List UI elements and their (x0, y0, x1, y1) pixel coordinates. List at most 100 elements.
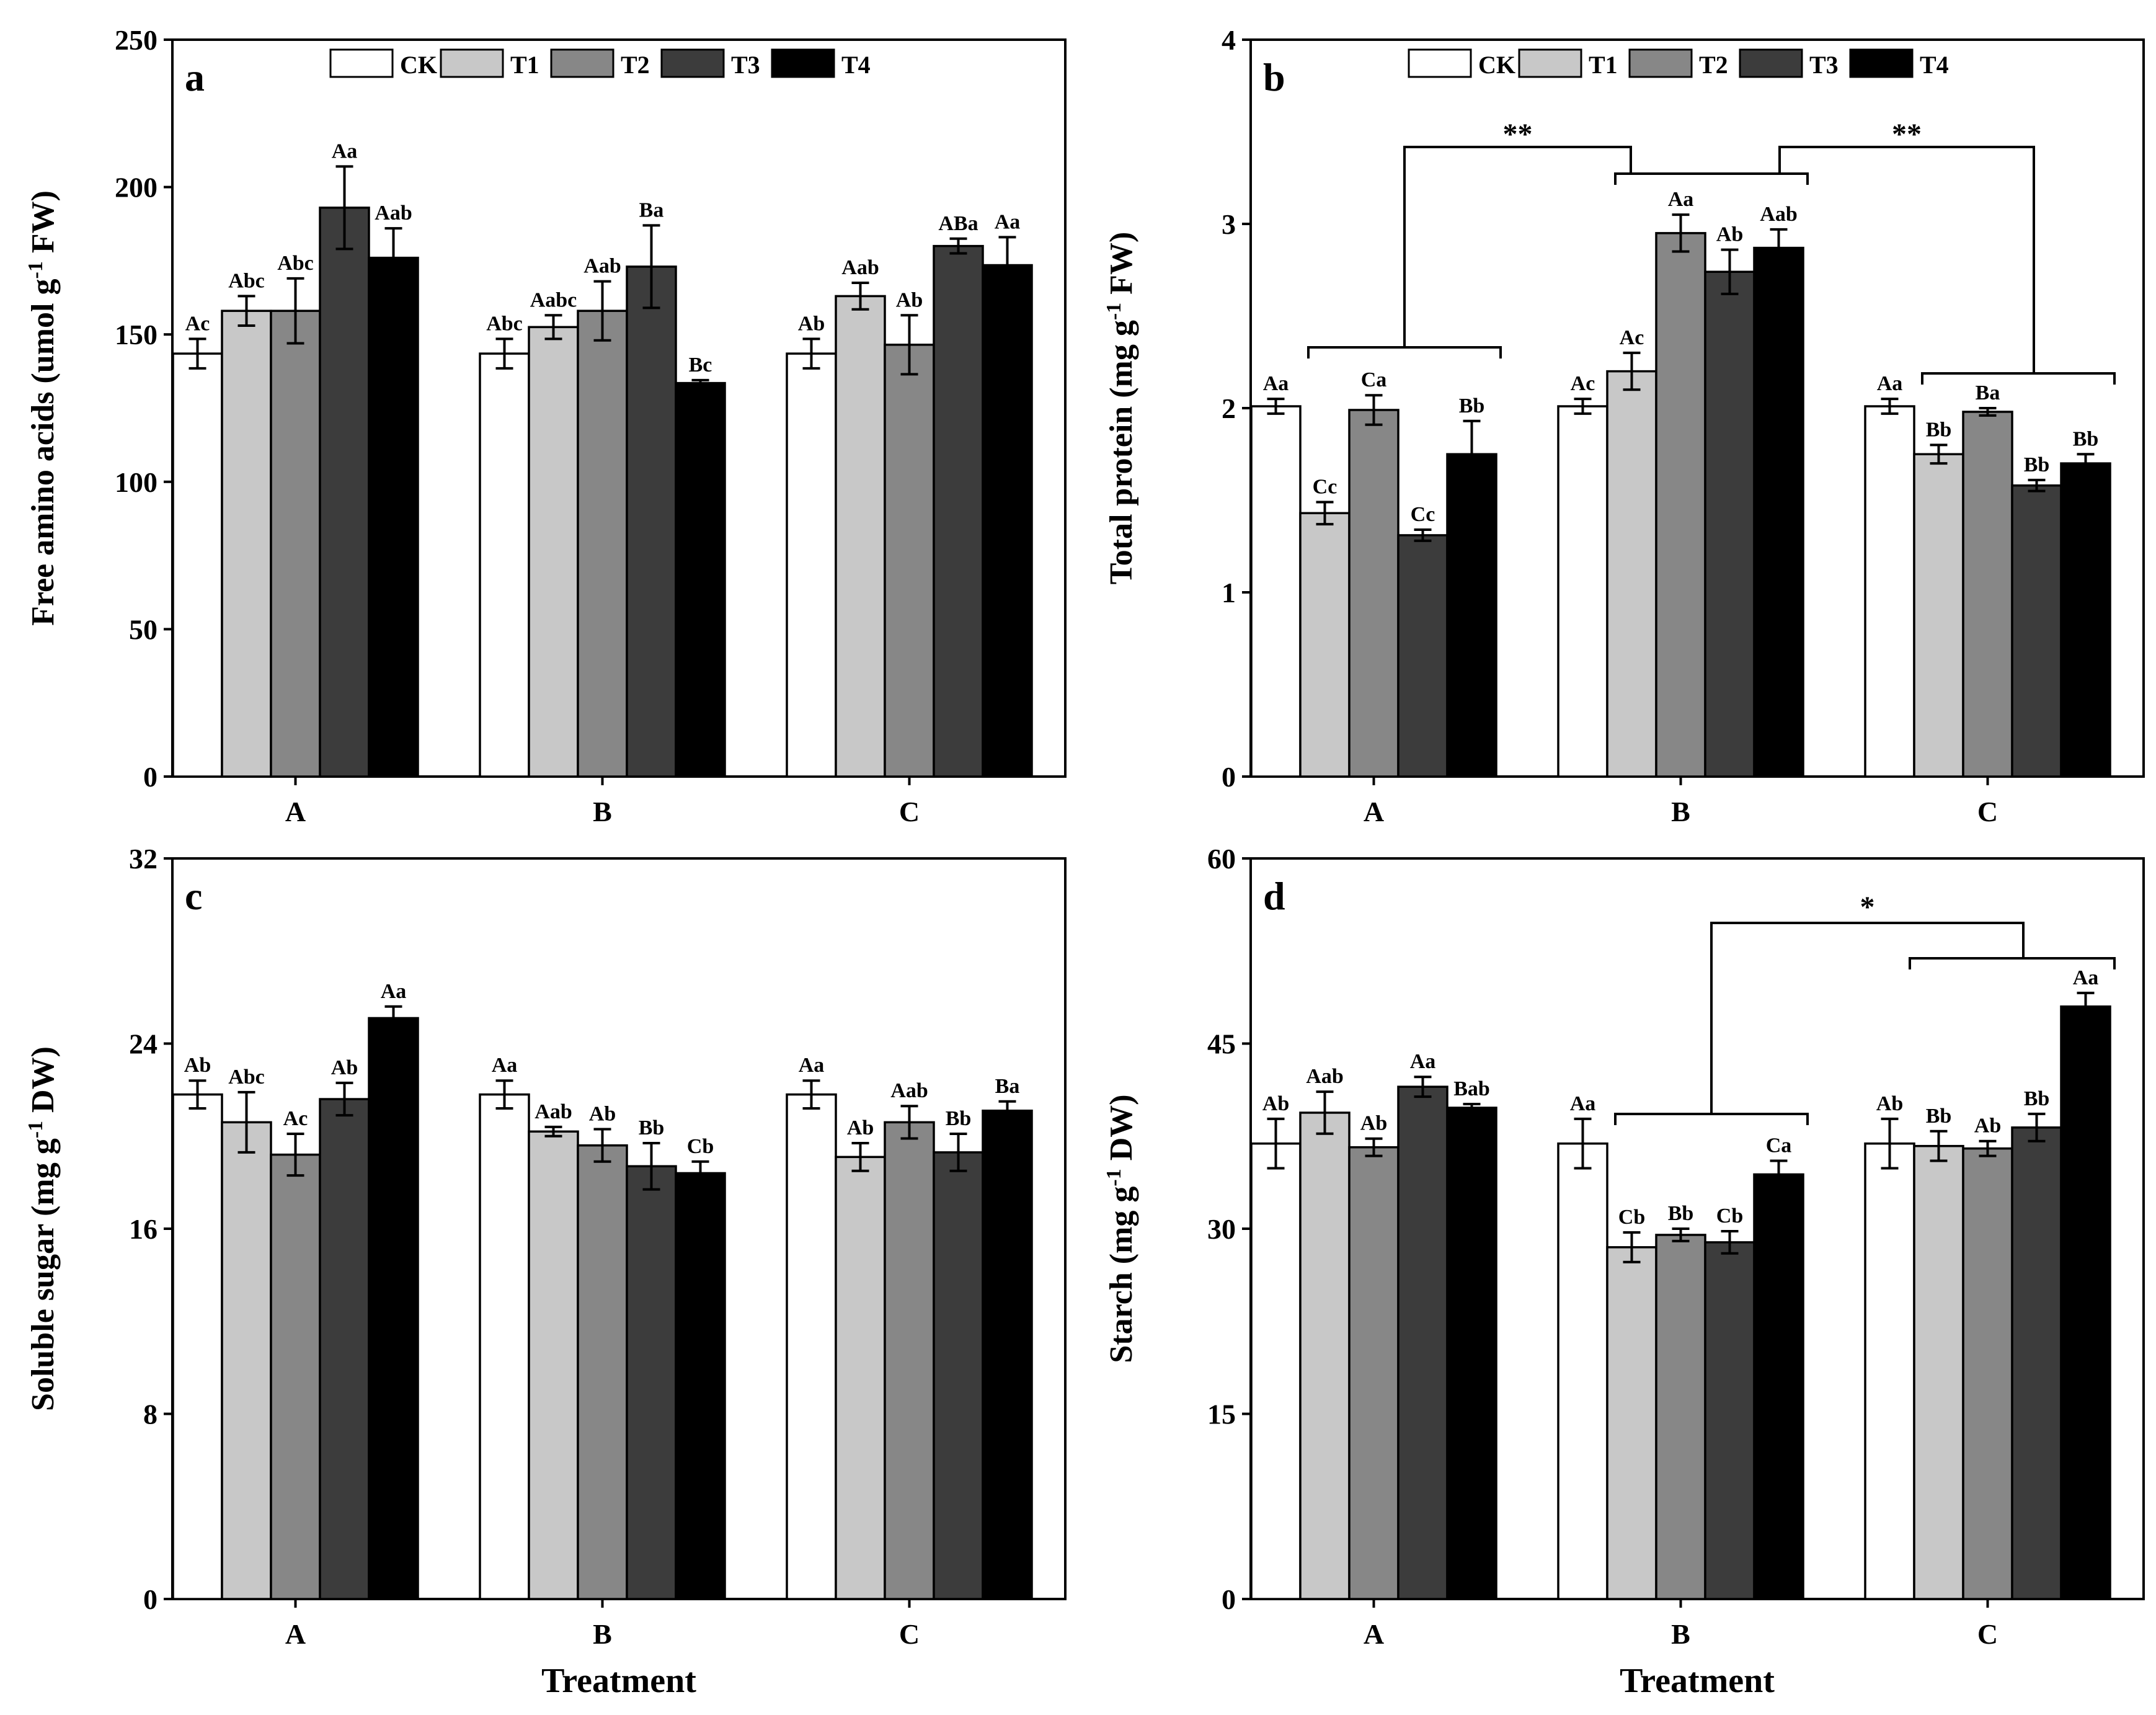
group-bracket (1921, 372, 2116, 385)
bar-data-label: Cb (1618, 1206, 1645, 1229)
bar-data-label: Aa (492, 1054, 518, 1077)
bar-CK-B (1557, 405, 1608, 778)
bar-data-label: Ab (331, 1056, 358, 1079)
bar-T2-C (884, 1121, 935, 1600)
bar-data-label: Abc (228, 1066, 265, 1089)
x-tick-label: B (593, 796, 612, 827)
bar-data-label: Ba (639, 198, 664, 221)
bar-data-label: Bb (1926, 418, 1952, 441)
bar-T2-A (1348, 409, 1400, 778)
y-axis-label-main: Starch (mg g (1104, 1187, 1139, 1363)
bar-data-label: ABa (938, 212, 978, 235)
legend: CK T1 T2 T3 T4 (329, 48, 871, 79)
x-tick-label: B (1671, 796, 1690, 827)
bar-CK-C (1864, 1142, 1915, 1600)
bar-T1-B (528, 1130, 579, 1600)
legend: CK T1 T2 T3 T4 (1408, 48, 1949, 79)
legend-swatch-CK (329, 48, 394, 78)
y-axis-label-end: DW) (25, 1046, 61, 1121)
y-tick-label: 45 (1207, 1028, 1236, 1060)
bar-T3-C (2011, 484, 2062, 778)
bar-T4-A (368, 1017, 419, 1600)
legend-swatch-T4 (1849, 48, 1914, 78)
bar-T3-B (626, 265, 677, 778)
x-tick-label: C (1977, 1618, 1998, 1650)
bar-data-label: Aa (381, 980, 407, 1003)
legend-label: T2 (621, 51, 650, 79)
x-tick-label: A (285, 796, 306, 827)
bar-data-label: Bb (639, 1116, 665, 1139)
bar-data-label: Cb (1716, 1205, 1743, 1227)
bar-data-label: Bb (2024, 453, 2050, 476)
bar-T1-B (1606, 370, 1657, 778)
bar-CK-A (172, 352, 223, 778)
bar-T2-B (1655, 232, 1706, 778)
bar-data-label: Aab (890, 1079, 928, 1102)
panel-d: 0 15 30 45 60 d Starch (mg g-1 DW) Ab Aab Ab Aa Bab… (1102, 843, 2145, 1700)
bar-data-label: Ab (896, 288, 923, 311)
legend-label: CK (1478, 51, 1515, 79)
bar-T3-A (1397, 534, 1448, 778)
y-axis-label-main: Soluble sugar (mg g (25, 1138, 61, 1411)
x-tick-label: B (593, 1618, 612, 1650)
y-tick-label: 8 (143, 1399, 157, 1430)
bar-data-label: Ca (1361, 368, 1387, 391)
bar-data-label: Bab (1453, 1077, 1490, 1100)
y-tick-label: 32 (129, 843, 157, 875)
bar-T4-C (2060, 462, 2111, 778)
y-tick-label: 60 (1207, 843, 1236, 875)
bar-T4-C (982, 1109, 1033, 1600)
bar-data-label: Ba (1976, 381, 2000, 404)
bar-T1-C (835, 1156, 886, 1600)
legend-swatch-T3 (660, 48, 725, 78)
bar-CK-A (1250, 1142, 1302, 1600)
x-tick-label: C (899, 1618, 920, 1650)
bar-data-label: Bb (1668, 1202, 1694, 1225)
y-tick-label: 3 (1222, 208, 1236, 240)
bar-data-label: Aa (332, 140, 358, 163)
bar-data-label: Ac (185, 312, 210, 335)
bar-data-label: Aab (1306, 1065, 1343, 1088)
bar-T2-A (1348, 1146, 1400, 1600)
bar-T4-C (2060, 1005, 2111, 1600)
y-tick-label: 50 (129, 613, 157, 645)
y-tick-label: 250 (115, 24, 157, 56)
bar-T3-B (626, 1165, 677, 1600)
bar-data-label: Abc (277, 252, 314, 275)
y-tick-label: 0 (1222, 1584, 1236, 1615)
y-tick-label: 200 (115, 172, 157, 203)
y-axis-label-main: Free amino acids (umol g (25, 278, 61, 625)
bar-data-label: Aab (535, 1100, 572, 1123)
bar-data-label: Aab (841, 256, 879, 279)
y-tick-label: 0 (143, 1584, 157, 1615)
bar-T1-A (1299, 512, 1351, 778)
bar-T2-B (577, 310, 628, 778)
bar-T3-A (319, 207, 370, 778)
y-tick-label: 0 (1222, 761, 1236, 793)
x-tick-label: A (1364, 1618, 1384, 1650)
bar-data-label: Cc (1313, 475, 1338, 498)
bar-T2-B (577, 1144, 628, 1600)
bar-data-label: Bb (2073, 427, 2099, 450)
bar-T1-C (1913, 1144, 1964, 1600)
bar-CK-C (786, 352, 837, 778)
bar-data-label: Aa (1570, 1092, 1596, 1115)
x-tick-label: A (285, 1618, 306, 1650)
legend-label: T3 (731, 51, 760, 79)
y-axis-label-end: DW) (1104, 1094, 1139, 1169)
bar-T4-B (1753, 246, 1804, 778)
bar-data-label: Ab (1716, 223, 1743, 246)
bar-data-label: Bb (2024, 1087, 2050, 1110)
bar-CK-B (479, 352, 530, 778)
legend-label: T2 (1699, 51, 1728, 79)
bar-T1-C (835, 295, 886, 778)
legend-swatch-CK (1408, 48, 1472, 78)
bar-data-label: Cc (1411, 503, 1435, 526)
bar-T4-A (1446, 1107, 1497, 1600)
bar-data-label: Aa (1668, 188, 1694, 211)
bar-data-label: Aa (2073, 966, 2099, 989)
bar-data-label: Ac (283, 1107, 308, 1130)
significance-bracket (1778, 146, 2035, 373)
panel-letter: d (1263, 874, 1285, 918)
